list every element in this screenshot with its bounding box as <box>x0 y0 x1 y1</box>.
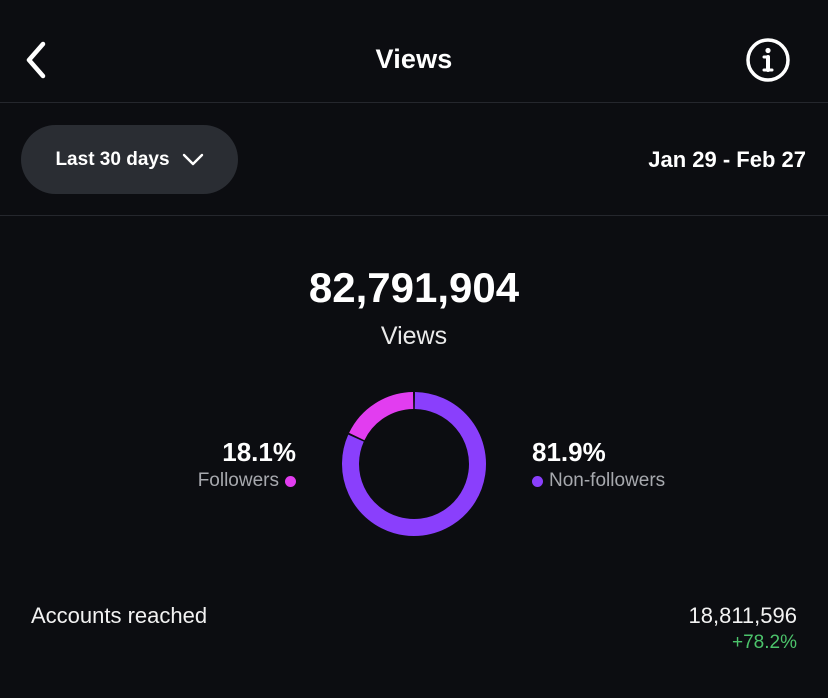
info-icon <box>746 38 790 82</box>
non-followers-label: Non-followers <box>549 470 666 491</box>
chevron-left-icon <box>26 41 46 79</box>
top-bar: Views <box>0 0 828 103</box>
back-button[interactable] <box>14 36 58 84</box>
accounts-reached-change: +78.2% <box>732 632 797 653</box>
total-views-count: 82,791,904 <box>308 264 520 311</box>
non-followers-legend-dot <box>532 475 543 487</box>
audience-donut-chart <box>342 392 486 536</box>
date-range-text: Jan 29 - Feb 27 <box>648 147 806 172</box>
filter-row: Last 30 days Jan 29 - Feb 27 <box>0 103 828 216</box>
chevron-down-icon <box>182 153 203 165</box>
non-followers-segment: 81.9% Non-followers <box>532 436 665 494</box>
followers-segment: 18.1% Followers <box>198 436 296 494</box>
page-title: Views <box>375 44 453 74</box>
date-range-dropdown-label: Last 30 days <box>55 148 170 170</box>
non-followers-percent: 81.9% <box>532 437 606 467</box>
date-range-dropdown[interactable]: Last 30 days <box>21 125 238 194</box>
followers-percent: 18.1% <box>222 437 296 467</box>
accounts-reached-value: 18,811,596 <box>688 603 797 628</box>
accounts-reached-label[interactable]: Accounts reached <box>31 603 208 628</box>
info-button[interactable] <box>744 36 792 84</box>
donut-slice-followers <box>349 392 414 441</box>
total-views-label: Views <box>380 322 448 350</box>
followers-legend-dot <box>285 475 296 487</box>
donut-slice-non-followers <box>342 392 486 536</box>
followers-label: Followers <box>197 470 279 491</box>
